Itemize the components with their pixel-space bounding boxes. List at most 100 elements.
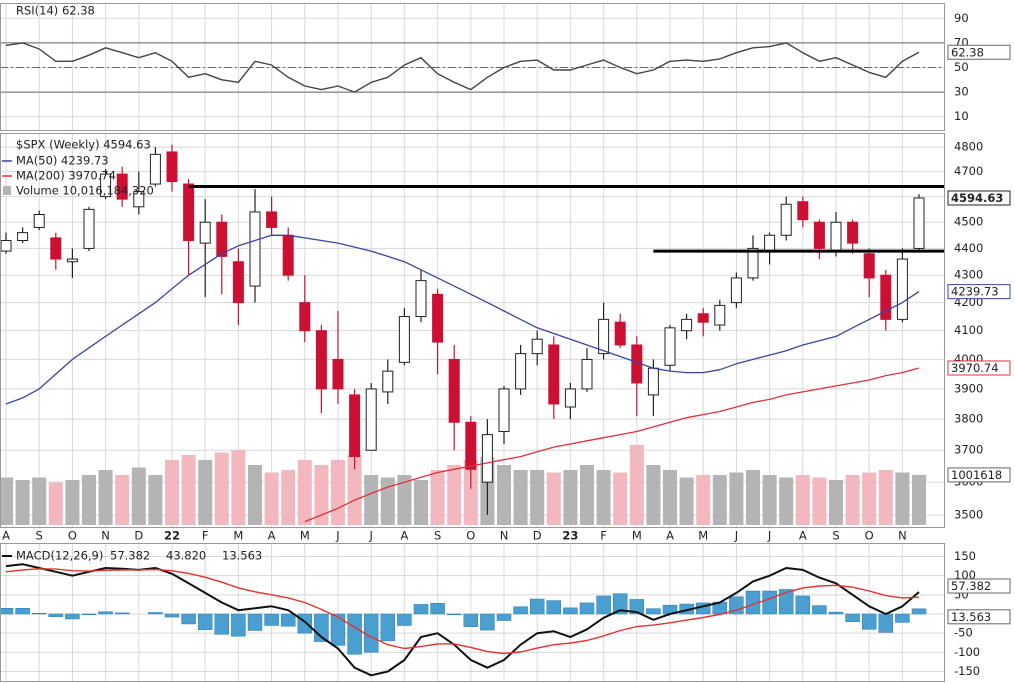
- volume-bar: [912, 474, 926, 525]
- candle-body: [149, 153, 161, 185]
- candle-body: [481, 434, 493, 483]
- value-box: [947, 284, 1011, 300]
- candle-body: [33, 214, 45, 228]
- histogram-bar: [513, 606, 528, 615]
- volume-bar: [546, 472, 561, 525]
- volume-bar: [364, 475, 379, 525]
- histogram-bar: [629, 599, 645, 615]
- legend-swatch: [3, 186, 11, 195]
- candle-body: [199, 221, 211, 244]
- histogram-bar: [15, 608, 30, 615]
- value-box: [947, 360, 1011, 376]
- x-tick-label: J: [767, 529, 771, 543]
- y-tick-label: 150: [954, 549, 976, 563]
- histogram-bar: [214, 613, 230, 635]
- x-tick-label: S: [36, 529, 43, 543]
- x-tick-label: D: [134, 529, 143, 543]
- x-tick-label: A: [400, 529, 408, 543]
- histogram-bar: [330, 613, 346, 646]
- candle-body: [266, 211, 278, 228]
- volume-bar: [845, 475, 860, 525]
- histogram-bar: [148, 612, 163, 615]
- volume-bar: [646, 465, 661, 525]
- candle-body: [232, 261, 244, 304]
- y-tick-label: 50: [954, 60, 969, 74]
- histogram-bar: [81, 613, 97, 616]
- candle-body: [183, 183, 195, 242]
- volume-bar: [380, 477, 395, 525]
- x-tick-label: A: [2, 529, 10, 543]
- candle-body: [382, 370, 394, 393]
- value-box-label: 13.563: [951, 610, 991, 624]
- candle-body: [764, 234, 776, 252]
- candle-body: [365, 388, 377, 451]
- volume-bar: [762, 475, 777, 525]
- candle-body: [249, 211, 261, 287]
- histogram-bar: [231, 613, 246, 637]
- rsi-panel-frame: [0, 3, 945, 131]
- volume-bar: [32, 477, 47, 525]
- x-tick-label: M: [698, 529, 708, 543]
- value-box: [947, 190, 1011, 206]
- volume-bar: [82, 475, 96, 525]
- volume-bar: [264, 472, 279, 525]
- candle-body: [133, 191, 145, 208]
- panel-title: $SPX (Weekly) 4594.63: [16, 138, 151, 152]
- y-tick-label: 4700: [954, 164, 983, 178]
- volume-bar: [231, 450, 246, 525]
- volume-bar: [580, 465, 594, 525]
- x-tick-label: O: [68, 529, 77, 543]
- volume-bar: [98, 470, 113, 525]
- macd-line: [5, 568, 920, 655]
- histogram-bar: [878, 613, 894, 633]
- candle-body: [863, 253, 875, 279]
- histogram-bar: [164, 613, 180, 618]
- histogram-bar: [496, 613, 512, 621]
- candle-body: [664, 327, 676, 366]
- candle-body: [830, 221, 842, 252]
- x-tick-label: S: [832, 529, 839, 543]
- volume-bar: [463, 460, 478, 525]
- volume-bar: [513, 470, 528, 525]
- candle-body: [813, 221, 825, 249]
- histogram-bar: [463, 613, 479, 627]
- volume-bar: [115, 475, 130, 525]
- x-tick-label: A: [666, 529, 674, 543]
- legend-label: 57.382: [110, 549, 150, 563]
- macd-line: [5, 563, 920, 677]
- volume-bar: [829, 480, 843, 525]
- x-tick-label: S: [434, 529, 441, 543]
- candle-body: [282, 234, 294, 276]
- candle-body: [448, 358, 460, 423]
- candle-body: [515, 353, 527, 390]
- histogram-bar: [861, 613, 877, 630]
- candle-body: [315, 330, 327, 390]
- legend-label: Volume 10,016,184,320: [16, 184, 154, 198]
- histogram-bar: [297, 613, 313, 634]
- histogram-bar: [280, 613, 296, 627]
- x-tick-label: A: [799, 529, 807, 543]
- volume-bar: [629, 445, 644, 525]
- y-tick-label: -150: [954, 664, 980, 678]
- candle-body: [797, 201, 809, 221]
- volume-bar: [746, 470, 760, 525]
- x-tick-label: N: [898, 529, 907, 543]
- panel-title: MACD(12,26,9): [16, 549, 103, 563]
- volume-bar: [181, 455, 196, 525]
- candle-body: [100, 173, 112, 198]
- volume-bar: [297, 460, 312, 525]
- y-tick-label: 90: [954, 11, 969, 25]
- candle-body: [531, 338, 543, 355]
- candle-body: [598, 318, 610, 355]
- volume-bar: [795, 475, 810, 525]
- panel-title: RSI(14) 62.38: [16, 4, 95, 18]
- histogram-bar: [612, 593, 628, 615]
- histogram-bar: [65, 613, 80, 620]
- x-tick-label: M: [632, 529, 642, 543]
- histogram-bar: [446, 613, 462, 616]
- volume-bar: [696, 475, 711, 525]
- x-tick-label: 23: [562, 529, 578, 543]
- histogram-bar: [98, 611, 113, 615]
- volume-bar: [862, 472, 877, 525]
